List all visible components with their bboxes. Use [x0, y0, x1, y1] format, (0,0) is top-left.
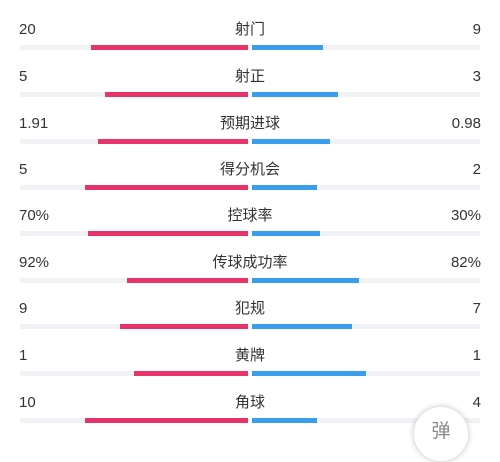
home-value: 20: [19, 21, 36, 38]
home-value: 1: [19, 347, 28, 364]
away-bar: [252, 231, 320, 236]
home-value: 70%: [19, 207, 50, 224]
away-value: 7: [472, 300, 481, 317]
danmaku-button[interactable]: 弹: [413, 406, 469, 462]
away-bar: [252, 324, 352, 329]
away-track: [252, 139, 480, 144]
home-value: 92%: [19, 254, 50, 271]
away-bar: [252, 278, 359, 283]
stat-row-fouls: 9 犯规 7: [0, 291, 500, 331]
home-bar: [134, 371, 248, 376]
stat-label: 射门: [234, 21, 265, 38]
danmaku-button-label: 弹: [431, 420, 451, 442]
home-bar: [91, 45, 248, 50]
stat-label: 传球成功率: [212, 254, 288, 271]
away-track: [252, 45, 480, 50]
away-value: 3: [472, 68, 481, 85]
home-track: [20, 418, 248, 423]
home-track: [20, 45, 248, 50]
home-track: [20, 278, 248, 283]
home-bar: [85, 418, 248, 423]
home-track: [20, 139, 248, 144]
home-value: 9: [19, 300, 28, 317]
away-bar: [252, 371, 366, 376]
away-bar: [252, 418, 317, 423]
home-bar: [85, 185, 248, 190]
home-bar: [88, 231, 248, 236]
away-value: 82%: [450, 254, 481, 271]
away-value: 4: [472, 394, 481, 411]
away-track: [252, 185, 480, 190]
stat-label: 预期进球: [219, 115, 280, 132]
away-bar: [252, 139, 330, 144]
home-value: 10: [19, 394, 36, 411]
stat-row-corners: 10 角球 4: [0, 385, 500, 425]
stat-row-expected-goals: 1.91 预期进球 0.98: [0, 106, 500, 146]
away-value: 0.98: [451, 115, 481, 132]
stat-row-pass-accuracy: 92% 传球成功率 82%: [0, 245, 500, 285]
stat-label: 得分机会: [219, 161, 280, 178]
stat-row-possession: 70% 控球率 30%: [0, 198, 500, 238]
away-bar: [252, 185, 317, 190]
away-track: [252, 278, 480, 283]
away-track: [252, 324, 480, 329]
away-value: 30%: [450, 207, 481, 224]
stat-label: 控球率: [227, 207, 273, 224]
away-bar: [252, 92, 338, 97]
home-track: [20, 92, 248, 97]
home-bar: [127, 278, 248, 283]
away-track: [252, 371, 480, 376]
away-value: 9: [472, 21, 481, 38]
home-value: 1.91: [19, 115, 49, 132]
home-value: 5: [19, 68, 28, 85]
home-bar: [120, 324, 248, 329]
away-track: [252, 231, 480, 236]
home-track: [20, 231, 248, 236]
away-track: [252, 418, 480, 423]
stat-label: 黄牌: [234, 347, 265, 364]
home-bar: [98, 139, 248, 144]
stat-label: 角球: [234, 394, 265, 411]
stat-row-shots-on-target: 5 射正 3: [0, 59, 500, 99]
stat-row-scoring-chances: 5 得分机会 2: [0, 152, 500, 192]
away-bar: [252, 45, 323, 50]
away-value: 2: [472, 161, 481, 178]
home-track: [20, 324, 248, 329]
stat-row-shots: 20 射门 9: [0, 12, 500, 52]
away-track: [252, 92, 480, 97]
home-bar: [105, 92, 248, 97]
away-value: 1: [472, 347, 481, 364]
home-track: [20, 185, 248, 190]
stat-label: 犯规: [234, 300, 265, 317]
stat-row-yellow-cards: 1 黄牌 1: [0, 338, 500, 378]
home-value: 5: [19, 161, 28, 178]
stat-label: 射正: [234, 68, 265, 85]
home-track: [20, 371, 248, 376]
